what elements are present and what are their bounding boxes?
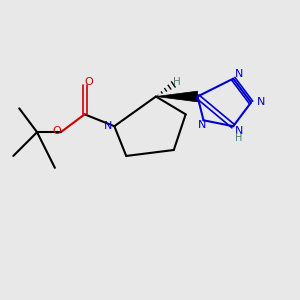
Text: H: H: [173, 76, 181, 87]
Text: N: N: [235, 69, 243, 79]
Text: N: N: [235, 126, 243, 136]
Text: N: N: [257, 98, 266, 107]
Text: O: O: [52, 126, 61, 136]
Text: N: N: [198, 120, 206, 130]
Text: N: N: [104, 121, 112, 131]
Text: H: H: [236, 133, 243, 143]
Polygon shape: [156, 91, 198, 102]
Text: O: O: [85, 77, 93, 87]
